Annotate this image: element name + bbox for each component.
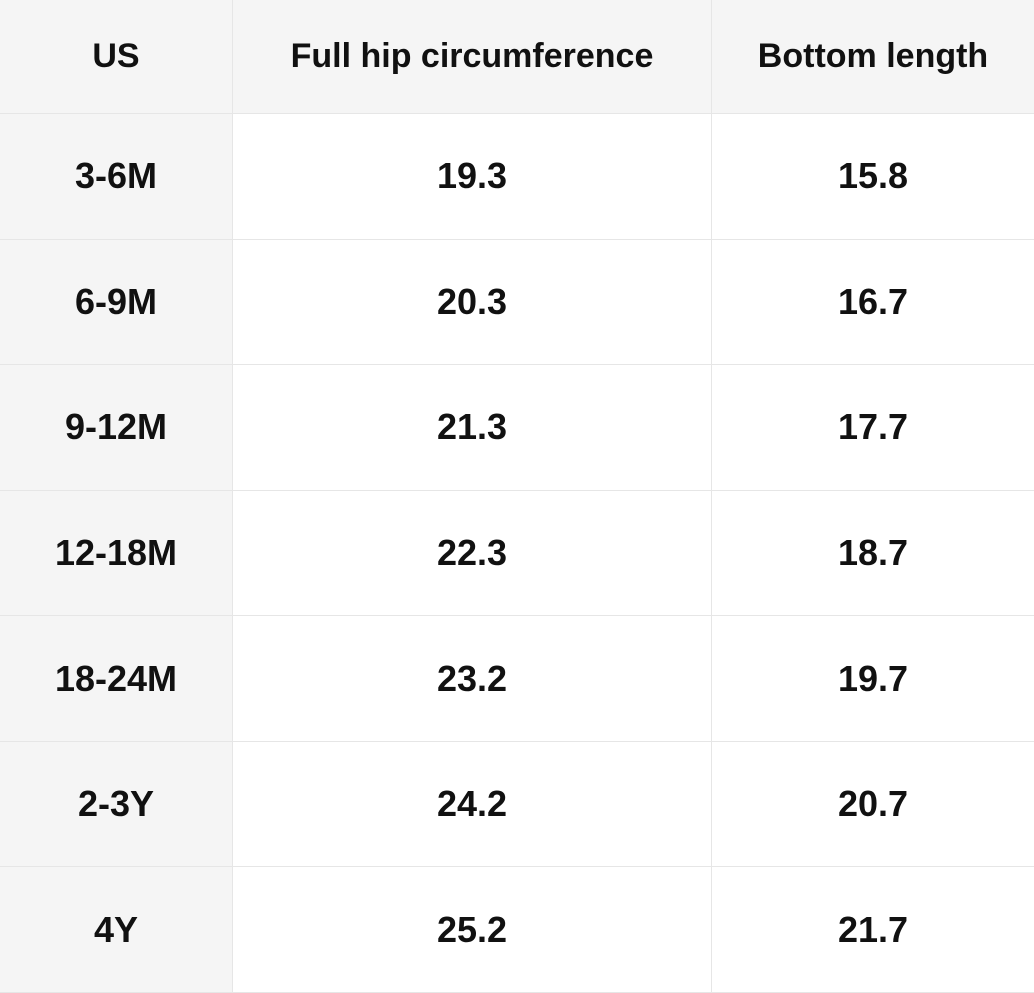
value-cell: 25.2 [233, 867, 712, 993]
size-cell: 4Y [0, 867, 233, 993]
size-cell: 6-9M [0, 239, 233, 366]
value-cell: 20.7 [712, 742, 1034, 868]
value-cell: 19.7 [712, 616, 1034, 742]
header-cell: US [0, 0, 233, 114]
value-cell: 15.8 [712, 114, 1034, 240]
size-cell: 12-18M [0, 490, 233, 617]
value-cell: 21.3 [233, 365, 712, 491]
value-cell: 24.2 [233, 741, 712, 868]
value-cell: 21.7 [712, 867, 1034, 993]
size-cell: 2-3Y [0, 741, 233, 868]
size-cell: 9-12M [0, 365, 233, 491]
size-cell: 3-6M [0, 114, 233, 240]
value-cell: 16.7 [712, 240, 1034, 366]
value-cell: 22.3 [233, 490, 712, 617]
value-cell: 19.3 [233, 114, 712, 240]
value-cell: 23.2 [233, 616, 712, 742]
header-cell: Bottom length [712, 0, 1034, 114]
value-cell: 18.7 [712, 491, 1034, 617]
header-cell: Full hip circumference [233, 0, 712, 114]
size-cell: 18-24M [0, 616, 233, 742]
value-cell: 20.3 [233, 239, 712, 366]
value-cell: 17.7 [712, 365, 1034, 491]
